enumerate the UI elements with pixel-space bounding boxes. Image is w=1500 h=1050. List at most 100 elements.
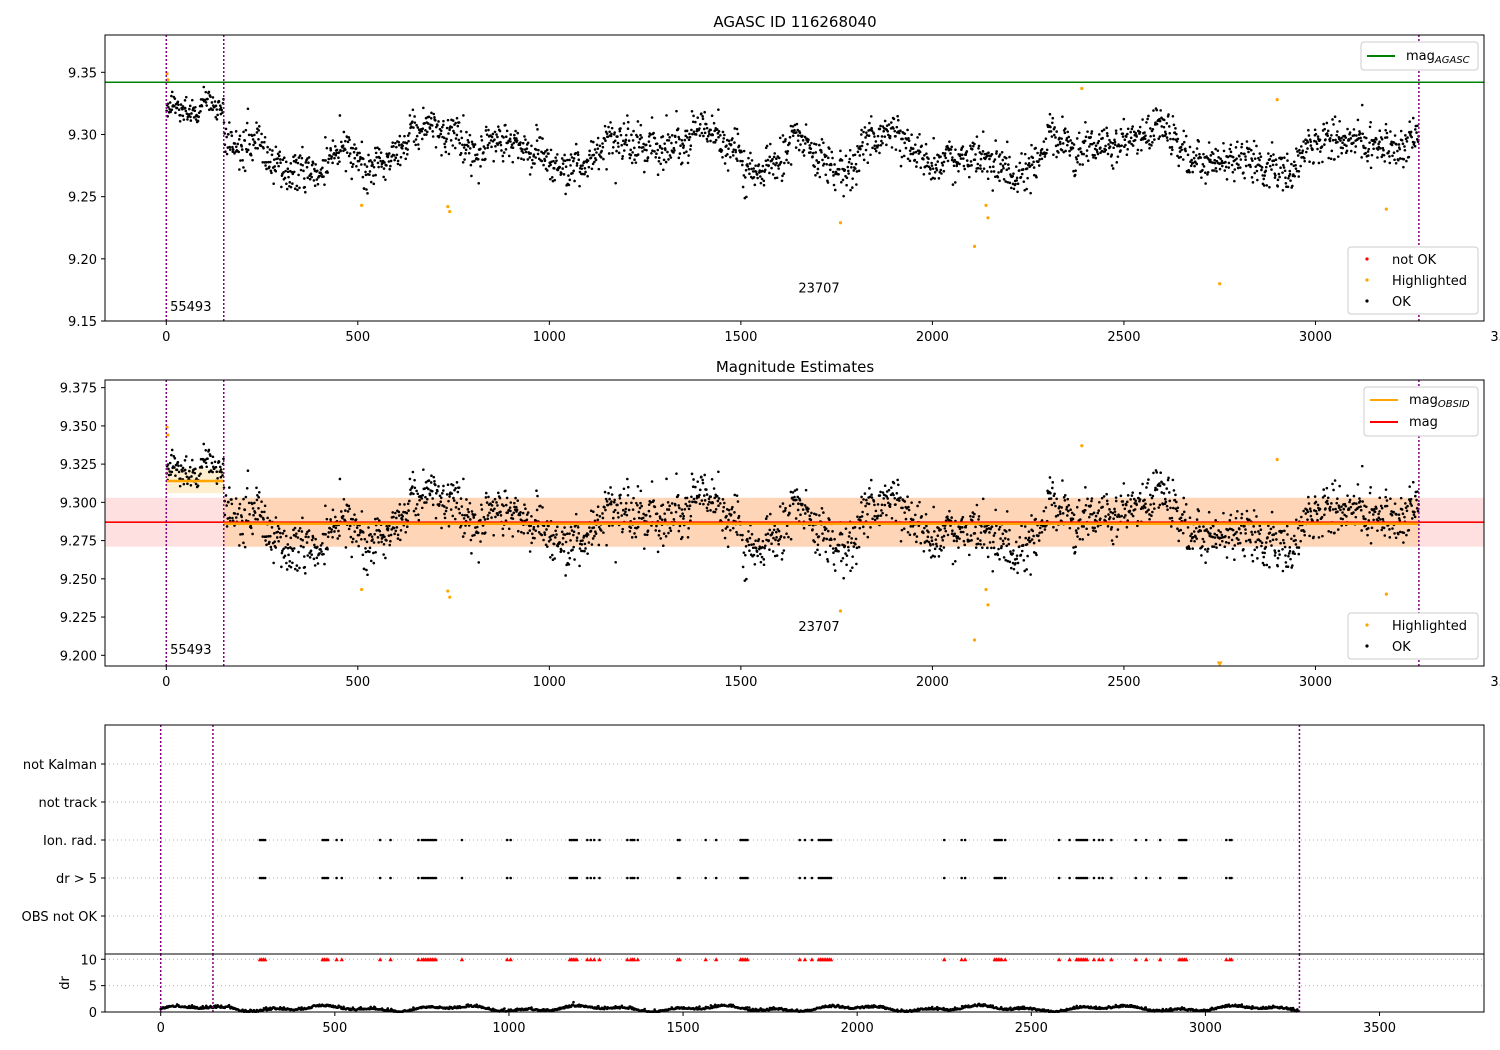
ok-point: [353, 143, 356, 146]
ok-point: [524, 150, 528, 154]
ok-point: [1192, 156, 1196, 160]
ok-point: [1023, 188, 1026, 192]
ok-point: [1364, 151, 1368, 155]
ok-point: [1147, 114, 1150, 118]
ok-point: [1075, 505, 1079, 509]
ok-point: [1048, 112, 1052, 116]
ok-point: [1181, 513, 1184, 516]
ok-point: [717, 504, 720, 508]
ok-point: [1373, 510, 1377, 514]
highlighted-point: [838, 221, 843, 225]
ok-point: [1007, 542, 1011, 546]
ok-point: [1188, 145, 1192, 149]
ok-point: [269, 169, 273, 173]
ok-point: [1319, 150, 1322, 153]
ok-point: [961, 145, 965, 148]
ok-point: [386, 526, 390, 530]
legend-label: OK: [1392, 295, 1411, 310]
ok-point: [811, 151, 815, 155]
ok-point: [733, 493, 737, 497]
ok-point: [1053, 492, 1056, 496]
ok-point: [184, 455, 188, 458]
ok-point: [228, 516, 232, 520]
ok-point: [1091, 526, 1095, 529]
ok-point: [330, 155, 334, 158]
ok-point: [1191, 170, 1194, 174]
ok-point: [677, 529, 681, 533]
ok-point: [1100, 129, 1104, 133]
ok-point: [701, 481, 705, 485]
ok-point: [1329, 530, 1333, 534]
ok-point: [333, 530, 336, 533]
ok-point: [189, 483, 193, 487]
ok-point: [828, 518, 831, 522]
ok-point: [190, 458, 194, 462]
ok-point: [1051, 486, 1054, 490]
ok-point: [1289, 179, 1292, 182]
ok-point: [603, 124, 607, 128]
panel-2-x-tick-label: 2500: [1107, 675, 1140, 690]
ok-point: [1171, 114, 1175, 118]
ok-point: [1197, 140, 1201, 143]
ok-point: [231, 516, 234, 520]
ok-point: [721, 510, 725, 513]
ok-point: [626, 114, 629, 117]
ok-point: [622, 122, 626, 125]
ok-point: [1051, 116, 1055, 120]
ok-point: [783, 161, 786, 165]
ok-point: [1398, 530, 1402, 534]
ok-point: [1034, 517, 1037, 521]
ok-point: [608, 497, 611, 501]
ok-point: [504, 148, 508, 151]
ok-point: [773, 176, 777, 180]
ok-point: [459, 151, 463, 155]
ok-point: [1089, 135, 1092, 139]
ok-point: [530, 532, 534, 536]
ok-point: [1111, 511, 1115, 515]
ok-point: [344, 169, 348, 173]
ok-point: [1012, 187, 1016, 191]
ok-point: [173, 456, 177, 460]
ok-point: [1175, 140, 1179, 143]
ok-point: [263, 135, 267, 139]
ok-point: [1166, 508, 1169, 511]
ok-point: [460, 505, 464, 508]
ok-point: [617, 145, 620, 148]
ok-point: [1257, 530, 1260, 533]
ok-point: [1209, 532, 1212, 535]
ok-point: [941, 163, 945, 167]
ok-point: [207, 448, 211, 452]
ok-point: [1252, 509, 1256, 512]
ok-point: [1256, 178, 1259, 182]
ok-point: [625, 143, 629, 147]
ok-point: [897, 131, 901, 135]
ok-point: [781, 134, 785, 137]
ok-point: [795, 488, 799, 491]
ok-point: [359, 528, 362, 532]
ok-point: [408, 477, 412, 481]
ok-point: [361, 157, 365, 161]
highlighted-point: [1080, 444, 1084, 448]
ok-point: [639, 489, 643, 493]
ok-point: [295, 184, 299, 188]
ok-point: [725, 144, 728, 147]
ok-point: [337, 156, 340, 160]
ok-point: [741, 565, 745, 569]
ok-point: [871, 517, 874, 521]
ok-point: [264, 535, 268, 538]
ok-point: [416, 492, 420, 496]
ok-point: [1273, 549, 1277, 552]
ok-point: [1397, 513, 1401, 516]
ok-point: [995, 152, 998, 155]
ok-point: [270, 526, 274, 529]
ok-point: [908, 159, 912, 163]
ok-point: [721, 130, 725, 134]
ok-point: [223, 513, 227, 517]
ok-point: [1285, 152, 1289, 156]
ok-point: [752, 542, 756, 546]
ok-point: [586, 159, 590, 162]
ok-point: [280, 185, 283, 189]
ok-point: [1410, 517, 1414, 520]
ok-point: [608, 130, 611, 134]
ok-point: [428, 493, 432, 497]
